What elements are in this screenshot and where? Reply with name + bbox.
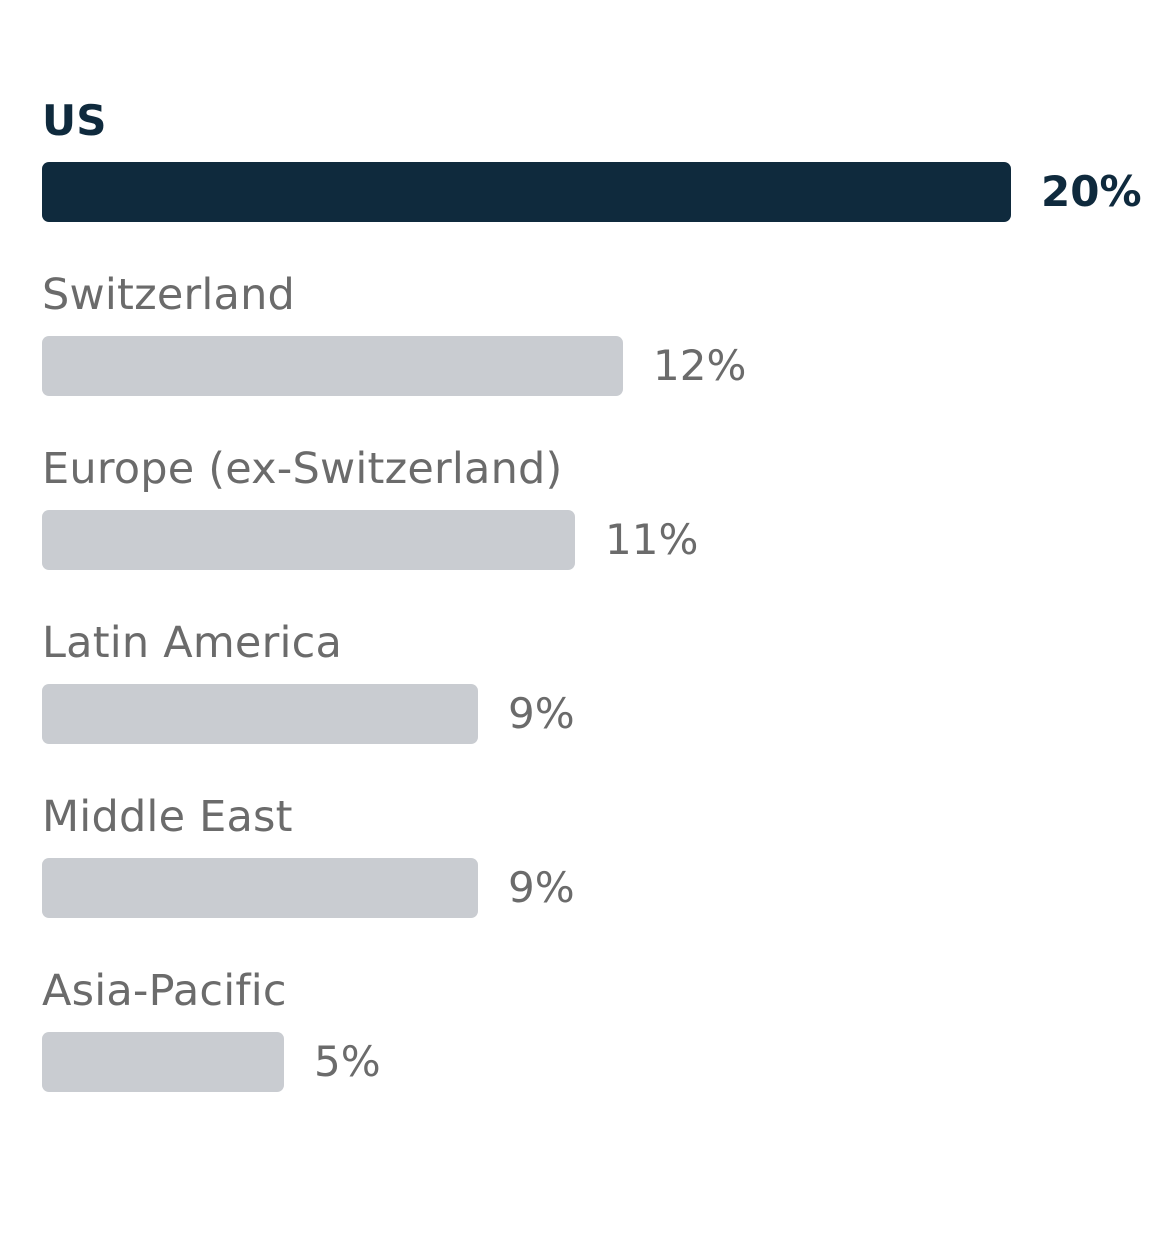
value-label: 11%	[605, 515, 699, 564]
category-label: Europe (ex-Switzerland)	[42, 444, 563, 494]
category-label: Asia-Pacific	[42, 966, 287, 1016]
category-label: Middle East	[42, 792, 293, 842]
value-label: 20%	[1041, 167, 1142, 216]
bar-row: Middle East 9%	[42, 790, 1152, 920]
bar	[42, 1032, 284, 1092]
bar	[42, 336, 623, 396]
bar-row: Switzerland 12%	[42, 268, 1152, 398]
category-label: US	[42, 96, 107, 145]
category-label: Switzerland	[42, 270, 296, 320]
bar	[42, 858, 478, 918]
category-label: Latin America	[42, 618, 343, 668]
value-label: 12%	[653, 341, 747, 390]
bar-row: US 20%	[42, 94, 1152, 224]
value-label: 9%	[508, 863, 575, 912]
bar-row: Asia-Pacific 5%	[42, 964, 1152, 1094]
value-label: 5%	[314, 1037, 381, 1086]
bar	[42, 162, 1011, 222]
value-label: 9%	[508, 689, 575, 738]
bar	[42, 684, 478, 744]
bar-row: Europe (ex-Switzerland) 11%	[42, 442, 1152, 572]
bar	[42, 510, 575, 570]
bar-row: Latin America 9%	[42, 616, 1152, 746]
